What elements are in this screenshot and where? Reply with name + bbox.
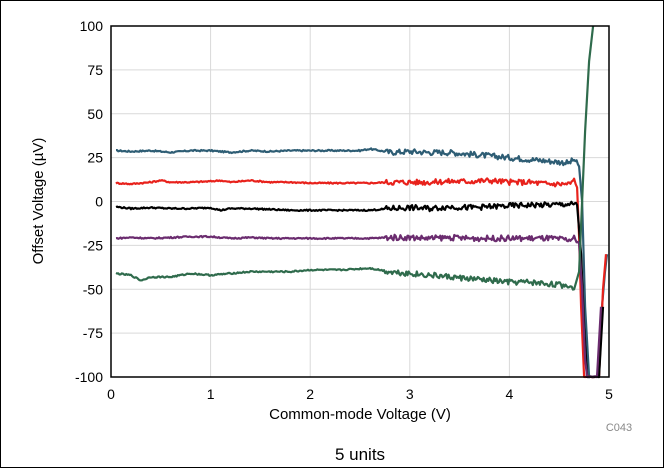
y-tick-label: 100 <box>80 18 104 34</box>
x-tick-label: 4 <box>506 386 514 402</box>
chart-caption: 5 units <box>335 445 385 464</box>
x-tick-label: 2 <box>306 386 314 402</box>
series-line-3 <box>115 200 605 379</box>
x-tick-label: 1 <box>207 386 215 402</box>
y-tick-label: 25 <box>87 150 103 166</box>
y-tick-label: 75 <box>87 62 103 78</box>
y-tick-label: 0 <box>95 194 103 210</box>
y-tick-label: -50 <box>83 281 103 297</box>
y-tick-label: -75 <box>83 325 103 341</box>
x-tick-label: 0 <box>107 386 115 402</box>
y-tick-label: -100 <box>75 369 103 385</box>
x-axis-label: Common-mode Voltage (V) <box>269 406 451 423</box>
y-tick-label: -25 <box>83 237 103 253</box>
series-line-4 <box>115 233 603 379</box>
y-tick-label: 50 <box>87 106 103 122</box>
plot-border <box>110 25 610 378</box>
x-tick-labels: 0 1 2 3 4 5 <box>107 386 613 402</box>
y-axis-label: Offset Voltage (µV) <box>30 138 47 265</box>
figure-code: C043 <box>606 422 632 434</box>
x-tick-label: 5 <box>605 386 613 402</box>
series-line-5 <box>115 25 595 291</box>
series-line-2 <box>115 177 608 379</box>
series-line-1 <box>116 147 609 379</box>
x-tick-label: 3 <box>406 386 414 402</box>
grid <box>111 26 609 377</box>
y-tick-labels: 100 75 50 25 0 -25 -50 -75 -100 <box>75 18 103 385</box>
series-layer <box>115 25 609 379</box>
